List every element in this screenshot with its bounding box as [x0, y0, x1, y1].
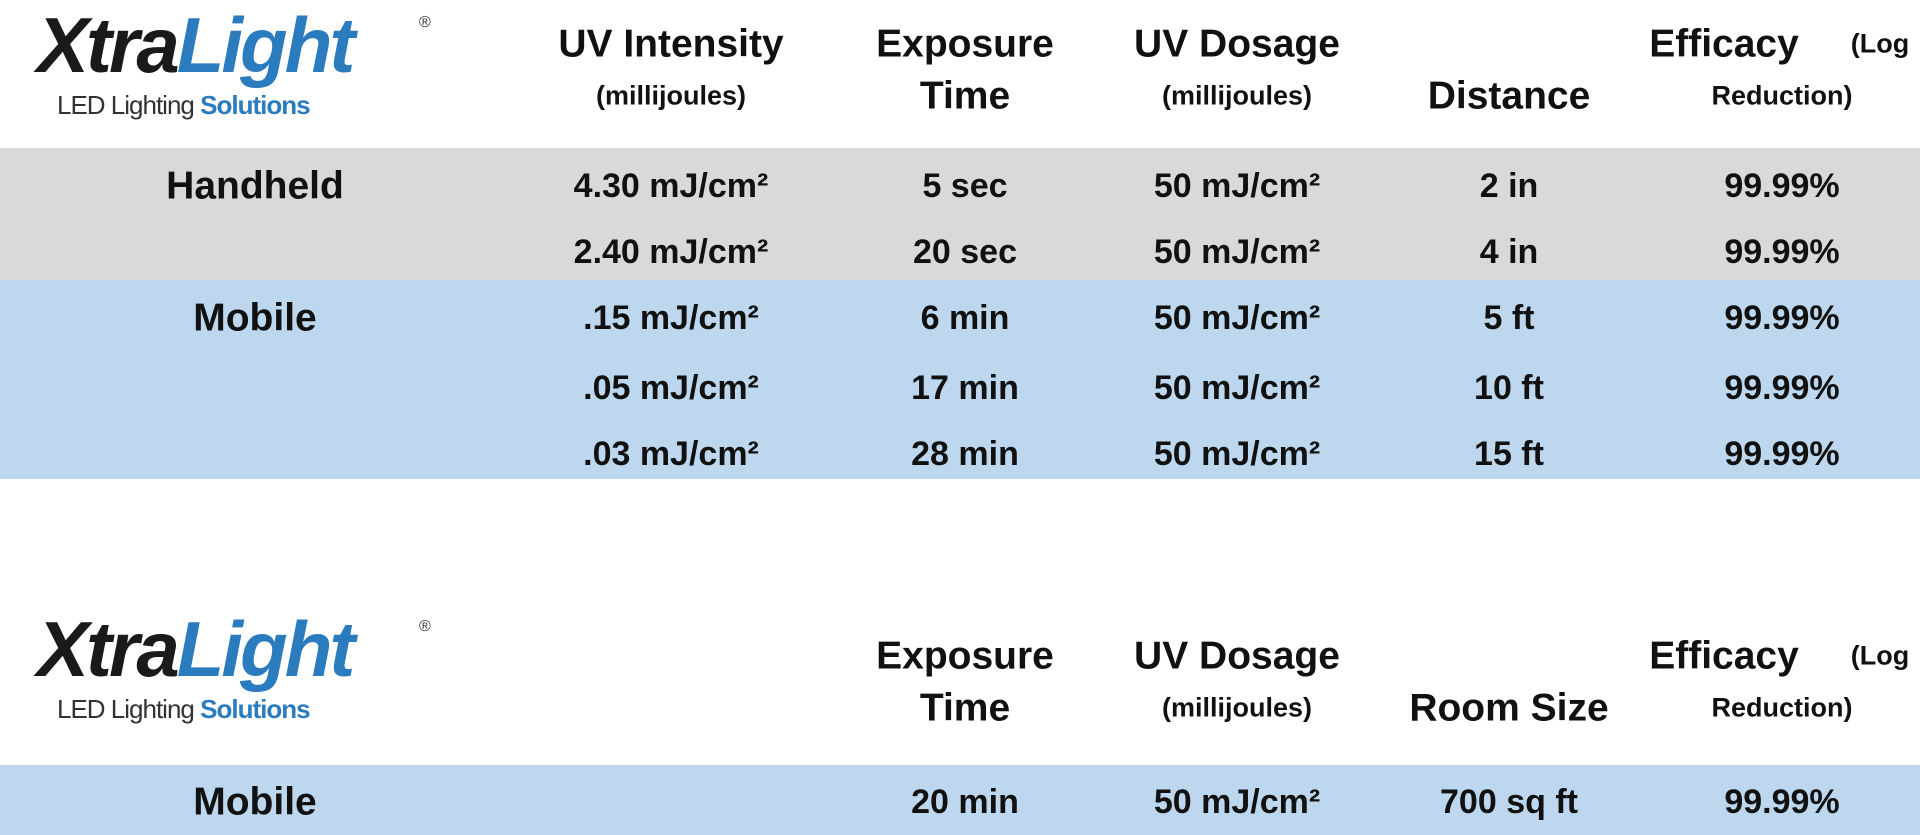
group-label: Mobile [193, 780, 317, 824]
registered-mark: ® [419, 14, 431, 31]
registered-mark: ® [419, 618, 431, 635]
tagline-text: LED Lighting [57, 90, 195, 120]
column-subheader: Reduction) [1711, 692, 1853, 723]
column-header: UV Dosage [1134, 22, 1340, 66]
logo: XtraLight ® LED Lighting Solutions [37, 6, 447, 124]
row-band [0, 765, 1920, 835]
column-header: Distance [1427, 74, 1591, 118]
cell: 50 mJ/cm² [1153, 369, 1321, 407]
column-header: Efficacy [1649, 634, 1799, 678]
cell: 10 ft [1474, 369, 1544, 407]
brand-blue: Light [176, 1, 356, 89]
cell: .05 mJ/cm² [583, 369, 759, 407]
column-subheader: (millijoules) [1161, 80, 1313, 111]
cell: 20 min [911, 783, 1019, 821]
column-header: Efficacy [1649, 22, 1799, 66]
column-header: Time [919, 686, 1011, 730]
tagline: LED Lighting Solutions [57, 694, 311, 725]
cell: 4 in [1479, 233, 1539, 271]
tagline-text: LED Lighting [57, 694, 195, 724]
tagline-accent: Solutions [200, 694, 310, 724]
group-label: Mobile [193, 296, 317, 340]
column-subheader: (Log [1850, 640, 1910, 671]
cell: 50 mJ/cm² [1153, 167, 1321, 205]
group-label: Handheld [166, 164, 344, 208]
column-header: UV Dosage [1134, 634, 1340, 678]
cell: 99.99% [1724, 435, 1840, 473]
tagline: LED Lighting Solutions [57, 90, 311, 121]
cell: .15 mJ/cm² [583, 299, 759, 337]
column-subheader: (Log [1850, 28, 1910, 59]
logo: XtraLight ® LED Lighting Solutions [37, 610, 447, 728]
column-header: Room Size [1409, 686, 1609, 730]
brand-dark: Xtra [37, 1, 180, 89]
column-subheader: Reduction) [1711, 80, 1853, 111]
cell: 15 ft [1474, 435, 1544, 473]
cell: 50 mJ/cm² [1153, 783, 1321, 821]
brand-dark: Xtra [37, 605, 180, 693]
cell: 700 sq ft [1440, 783, 1578, 821]
brand: XtraLight [37, 610, 355, 688]
cell: 99.99% [1724, 167, 1840, 205]
column-header: UV Intensity [558, 22, 784, 66]
brand: XtraLight [37, 6, 355, 84]
cell: 50 mJ/cm² [1153, 435, 1321, 473]
cell: 20 sec [913, 233, 1017, 271]
row-band [0, 148, 1920, 280]
cell: 2 in [1479, 167, 1539, 205]
tagline-accent: Solutions [200, 90, 310, 120]
cell: 6 min [920, 299, 1010, 337]
cell: 5 ft [1483, 299, 1535, 337]
cell: 4.30 mJ/cm² [573, 167, 769, 205]
column-subheader: (millijoules) [1161, 692, 1313, 723]
cell: 17 min [911, 369, 1019, 407]
cell: 50 mJ/cm² [1153, 299, 1321, 337]
column-header: Time [919, 74, 1011, 118]
cell: 28 min [911, 435, 1019, 473]
column-header: Exposure [876, 22, 1054, 66]
cell: 99.99% [1724, 369, 1840, 407]
cell: 50 mJ/cm² [1153, 233, 1321, 271]
cell: 99.99% [1724, 299, 1840, 337]
brand-blue: Light [176, 605, 356, 693]
cell: 5 sec [922, 167, 1008, 205]
cell: 2.40 mJ/cm² [573, 233, 769, 271]
cell: 99.99% [1724, 783, 1840, 821]
row-band [0, 280, 1920, 479]
cell: 99.99% [1724, 233, 1840, 271]
cell: .03 mJ/cm² [583, 435, 759, 473]
column-subheader: (millijoules) [595, 80, 747, 111]
column-header: Exposure [876, 634, 1054, 678]
